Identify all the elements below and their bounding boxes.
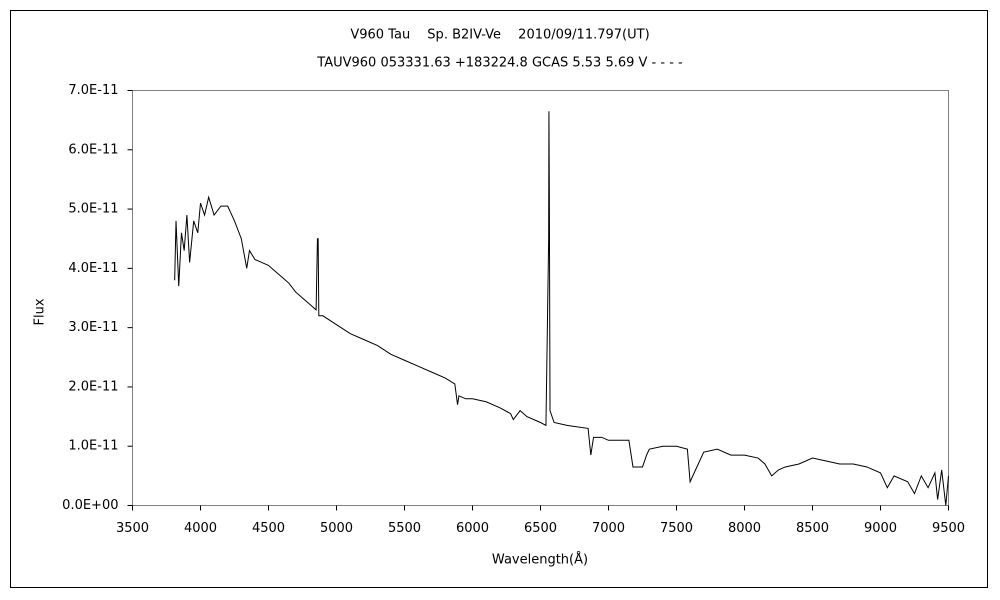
y-tick-label: 7.0E-11	[68, 83, 118, 98]
x-tick-label: 9500	[932, 521, 965, 536]
x-tick-label: 6500	[524, 521, 557, 536]
plot-area	[132, 90, 949, 506]
y-tick-label: 6.0E-11	[68, 142, 118, 157]
y-tick-label: 5.0E-11	[68, 202, 118, 217]
chart-subtitle: TAUV960 053331.63 +183224.8 GCAS 5.53 5.…	[316, 56, 683, 71]
x-tick-label: 5500	[388, 521, 421, 536]
x-tick-label: 7000	[592, 521, 625, 536]
x-tick-label: 3500	[116, 521, 149, 536]
x-tick-label: 7500	[660, 521, 693, 536]
chart-title: V960 Tau Sp. B2IV-Ve 2010/09/11.797(UT)	[350, 28, 649, 43]
x-axis-label: Wavelength(Å)	[492, 552, 588, 568]
x-tick-label: 6000	[456, 521, 489, 536]
y-tick-label: 2.0E-11	[68, 379, 118, 394]
y-tick-label: 3.0E-11	[68, 320, 118, 335]
x-tick-label: 4500	[252, 521, 285, 536]
x-tick-label: 9000	[864, 521, 897, 536]
x-tick-label: 8500	[796, 521, 829, 536]
x-tick-label: 5000	[320, 521, 353, 536]
y-tick-label: 4.0E-11	[68, 261, 118, 276]
y-axis-label: Flux	[33, 298, 48, 325]
y-tick-label: 0.0E+00	[62, 498, 118, 513]
y-tick-label: 1.0E-11	[68, 439, 118, 454]
chart-frame	[10, 10, 988, 588]
x-tick-label: 8000	[728, 521, 761, 536]
spectrum-line	[174, 111, 949, 506]
x-tick-label: 4000	[184, 521, 217, 536]
